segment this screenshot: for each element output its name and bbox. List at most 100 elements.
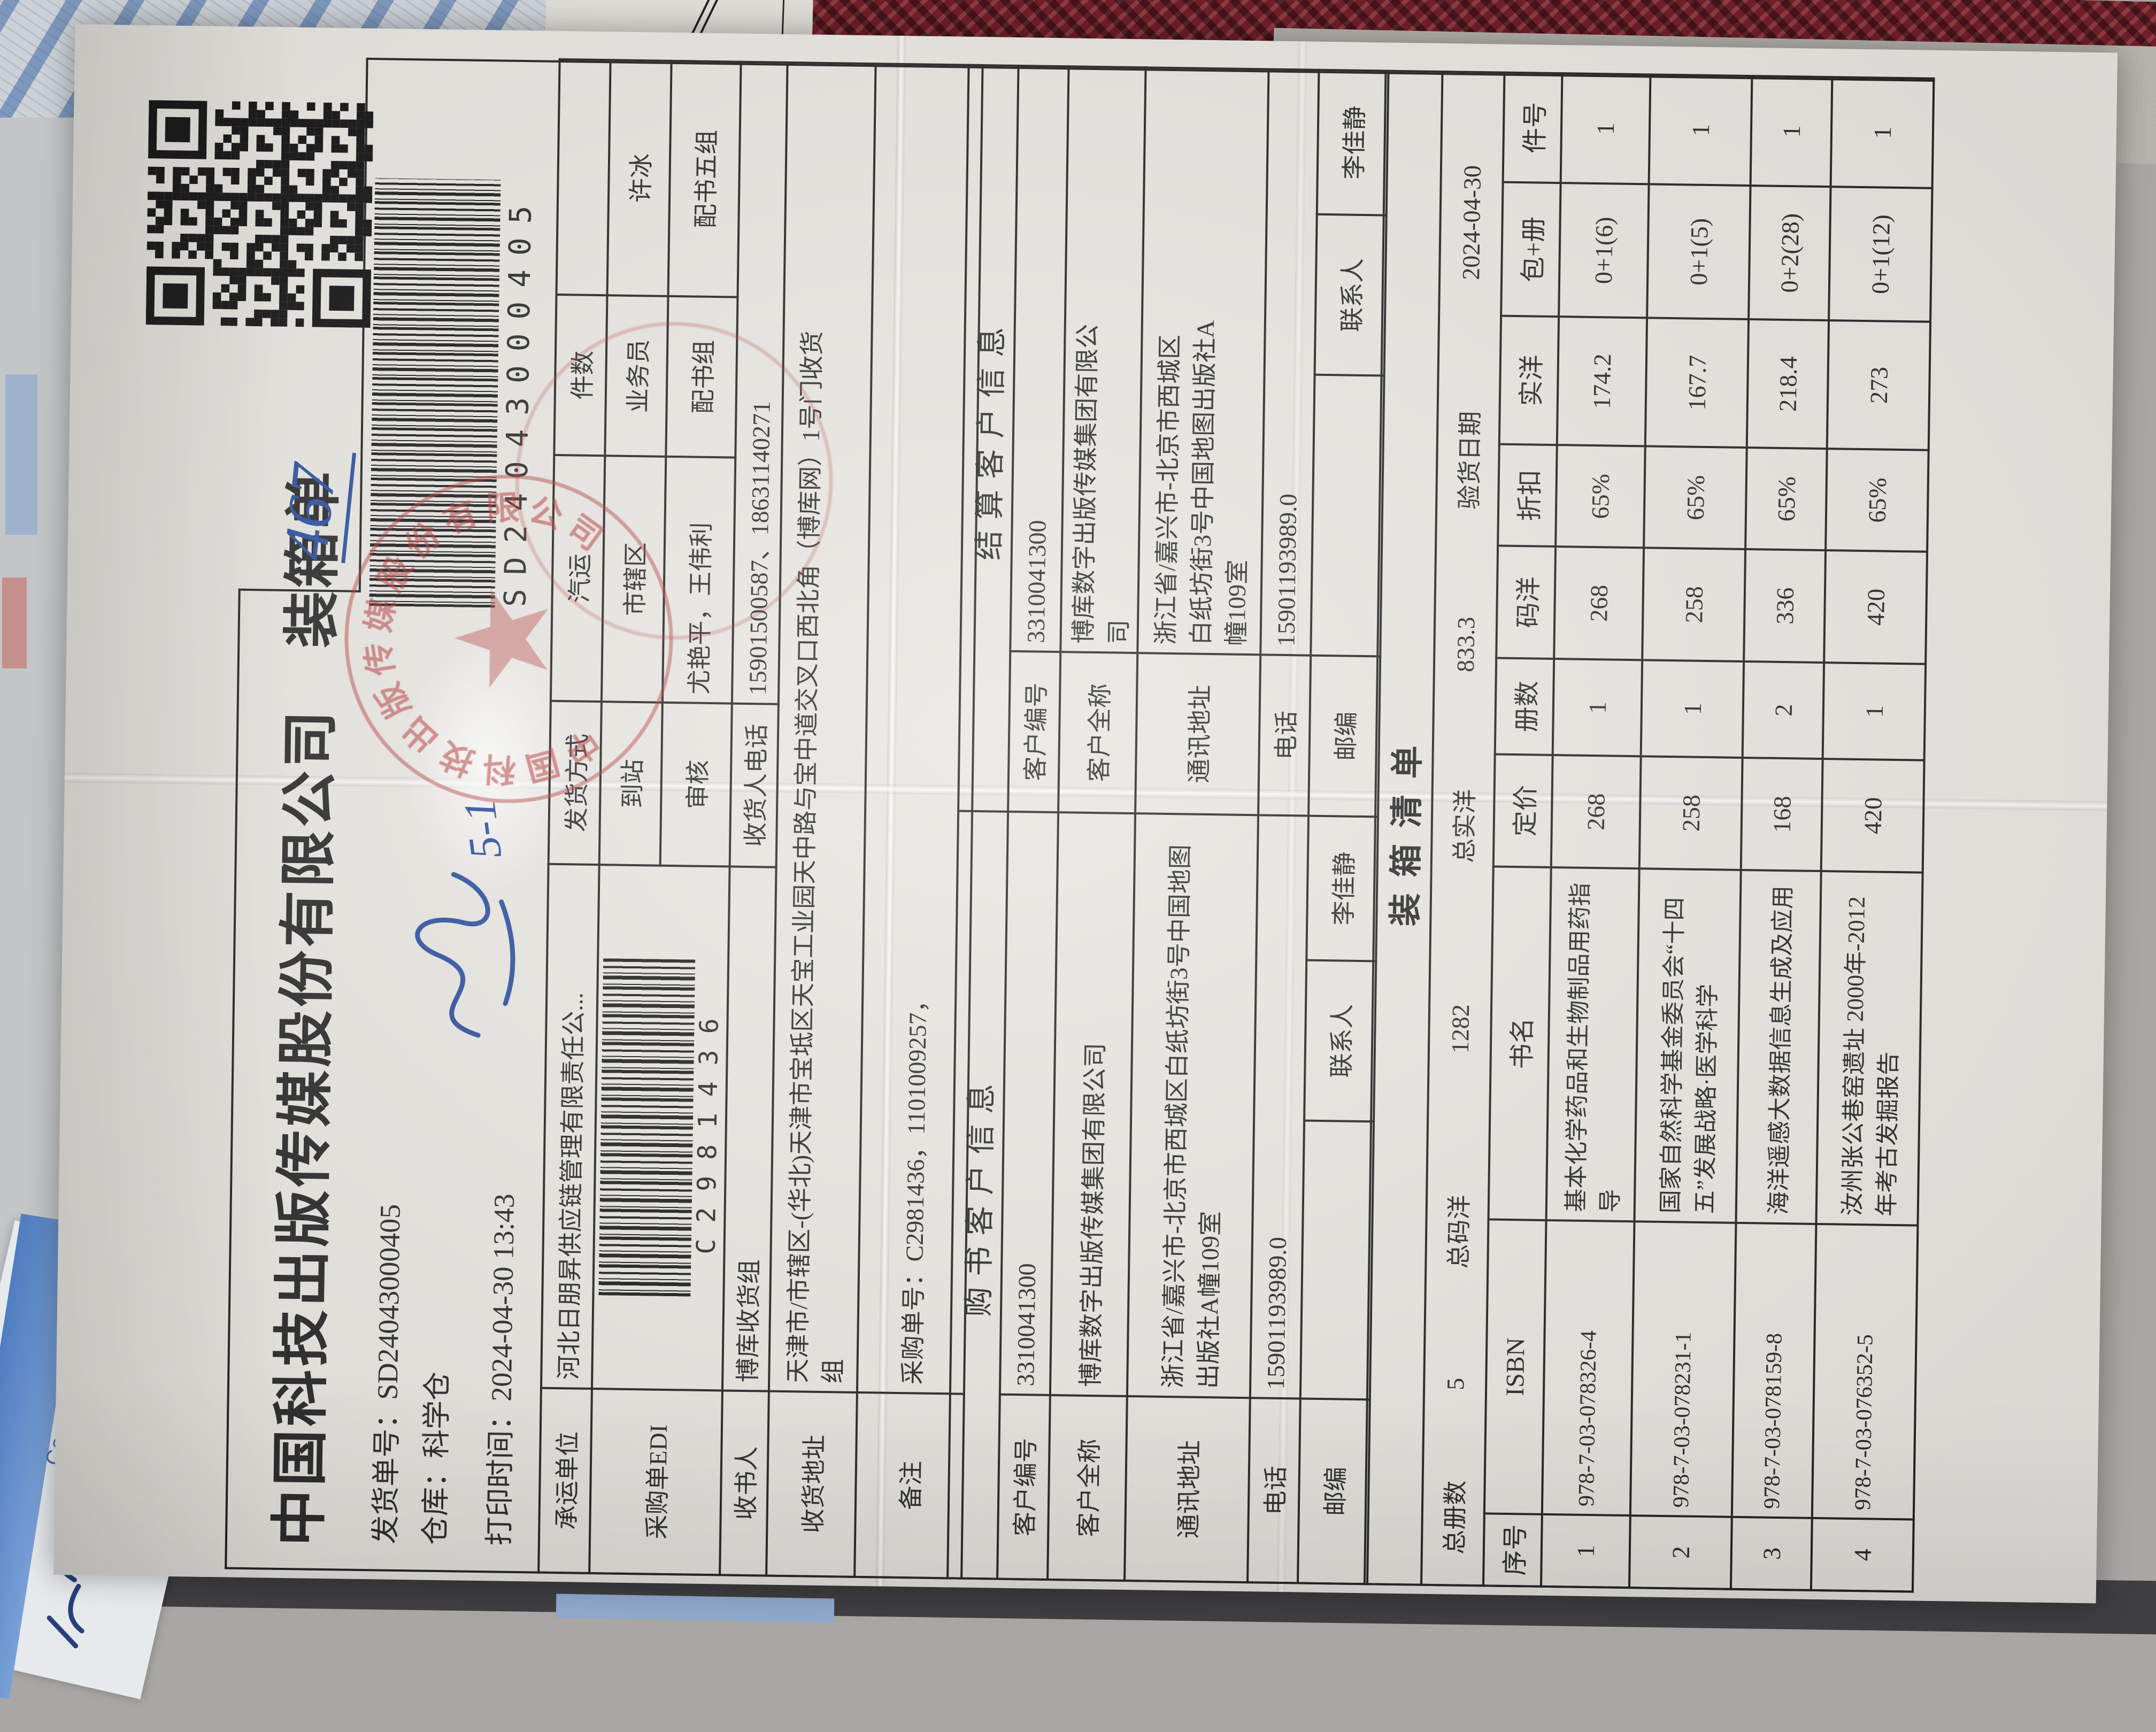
- settle-name-value: 博库数字出版传媒集团有限公司: [1060, 66, 1146, 653]
- settle-contact-value: 李佳静: [1316, 70, 1389, 215]
- buyer-contact-value: 李佳静: [1306, 815, 1379, 961]
- row1-net: 174.2: [1557, 317, 1647, 447]
- print-time-line: 打印时间：2024-04-30 13:43: [483, 1193, 521, 1546]
- col-serial: 序号: [1483, 1513, 1542, 1587]
- warehouse-line: 仓库：科学仓: [419, 1371, 454, 1545]
- row1-pack: 0+1(6): [1559, 183, 1649, 318]
- row3-gross: 336: [1744, 549, 1826, 663]
- dest-label: 到站: [599, 702, 663, 866]
- row1-qty: 1: [1552, 659, 1643, 757]
- row2-no: 2: [1629, 1515, 1732, 1589]
- total-gross-value: 1282: [1446, 1004, 1474, 1054]
- settle-phone-label: 电话: [1258, 655, 1311, 816]
- total-copies-label: 总册数: [1441, 1480, 1469, 1555]
- pieces-label: 件数: [554, 294, 607, 456]
- row3-net: 218.4: [1746, 319, 1829, 449]
- receiver-label: 收书人: [720, 1390, 769, 1576]
- total-gross-label: 总码洋: [1445, 1195, 1474, 1269]
- qr-code: [145, 100, 374, 328]
- buyer-name-value: 博库数字出版传媒集团有限公司: [1050, 812, 1136, 1397]
- row4-discount: 65%: [1826, 449, 1929, 552]
- carrier-value: 河北日朋昇供应链管理有限责任公...: [541, 864, 599, 1389]
- row1-name: 基本化学药品和生物制品用药指导: [1546, 867, 1639, 1222]
- settle-zip-label: 邮编: [1308, 655, 1381, 817]
- row1-box: 1: [1560, 73, 1651, 184]
- carrier-label: 承运单位: [538, 1388, 592, 1573]
- settle-custno-label: 客户编号: [1008, 651, 1061, 813]
- col-pack: 包+册: [1501, 182, 1561, 317]
- row4-name: 汝州张公巷窑遗址 2000年-2012年考古发掘报告: [1816, 871, 1923, 1226]
- row4-qty: 1: [1822, 663, 1926, 760]
- po-edi-barcode-cell: C2981436: [591, 865, 730, 1391]
- col-name: 书名: [1488, 866, 1551, 1220]
- row3-discount: 65%: [1745, 448, 1827, 551]
- row4-box: 1: [1830, 77, 1934, 188]
- shipment-barcode-number: SD24043000405: [498, 191, 539, 607]
- col-box: 件号: [1503, 72, 1562, 183]
- buyer-name-label: 客户全称: [1048, 1395, 1127, 1581]
- buyer-addr-label: 通讯地址: [1125, 1396, 1250, 1583]
- row3-no: 3: [1730, 1517, 1812, 1590]
- handwritten-signature-icon: [415, 872, 515, 1038]
- document-title: 中国科技出版传媒股份有限公司 装箱单: [268, 467, 346, 1547]
- row4-net: 273: [1827, 320, 1931, 450]
- col-qty: 册数: [1495, 658, 1554, 755]
- row4-isbn: 978-7-03-076352-5: [1812, 1223, 1918, 1520]
- shipping-form-table: 承运单位 河北日朋昇供应链管理有限责任公... 发货方式 汽运 件数 采购单ED…: [537, 58, 983, 1580]
- buyer-phone-label: 电话: [1248, 1398, 1300, 1583]
- packing-list-document: 中国科技出版传媒股份有限公司 装箱单 发货单号：SD24043000405 仓库…: [53, 24, 2118, 1604]
- buyer-contact-label: 联系人: [1304, 960, 1376, 1122]
- row2-pack: 0+1(5): [1647, 184, 1751, 320]
- row2-isbn: 978-7-03-078231-1: [1630, 1221, 1736, 1517]
- pieces-value: [556, 59, 611, 296]
- settle-zip-value: [1311, 374, 1384, 657]
- row4-pack: 0+1(12): [1829, 187, 1932, 322]
- row2-net: 167.7: [1645, 318, 1749, 448]
- ship-no-line: 发货单号：SD24043000405: [369, 1204, 406, 1545]
- row4-no: 4: [1811, 1518, 1914, 1592]
- total-net-label: 总实洋: [1450, 789, 1479, 864]
- po-edi-barcode: [598, 958, 696, 1297]
- row1-discount: 65%: [1556, 445, 1645, 548]
- dest-value: 市辖区: [601, 456, 666, 703]
- total-net-value: 833.3: [1451, 617, 1480, 673]
- ship-method-value: 汽运: [550, 455, 605, 702]
- audit-value: 尤艳平，王伟利: [663, 456, 736, 704]
- total-copies-value: 5: [1441, 1377, 1469, 1390]
- background-paper-scrap: [556, 1594, 835, 1623]
- col-price: 定价: [1493, 754, 1553, 867]
- row3-name: 海洋遥感大数据信息生成及应用: [1736, 869, 1821, 1224]
- po-edi-label: 采购单EDI: [589, 1389, 722, 1575]
- buyer-zip-value: [1300, 1120, 1374, 1400]
- ship-method-label: 发货方式: [548, 701, 602, 865]
- group-label: 配书组: [666, 296, 738, 458]
- row1-price: 268: [1551, 755, 1641, 869]
- settle-addr-label: 通讯地址: [1135, 653, 1261, 815]
- buyer-phone-value: 15901193989.0: [1250, 815, 1309, 1399]
- row3-pack: 0+2(28): [1749, 186, 1831, 321]
- row3-qty: 2: [1742, 661, 1824, 759]
- buyer-custno-value: 3310041300: [999, 811, 1059, 1395]
- form-border-top-left: [225, 588, 241, 1569]
- buyer-custno-label: 客户编号: [997, 1394, 1050, 1580]
- handwritten-note: 5-1: [454, 796, 512, 862]
- check-date-label: 验货日期: [1456, 411, 1484, 510]
- buyer-zip-label: 邮编: [1298, 1398, 1370, 1584]
- background-paper-blue-bit: [5, 374, 37, 535]
- salesman-label: 业务员: [605, 295, 668, 457]
- po-edi-barcode-number: C2981436: [691, 1002, 725, 1254]
- row2-box: 1: [1649, 74, 1752, 186]
- row3-price: 168: [1741, 757, 1823, 872]
- settle-custno-value: 3310041300: [1010, 65, 1069, 652]
- row1-no: 1: [1541, 1514, 1630, 1588]
- packing-list-table: 装箱清单 总册数 5 总码洋 1282 总实洋 833.3 验货日期 2024-…: [1364, 70, 1935, 1592]
- background-diagonal-lines: [690, 0, 726, 36]
- settle-contact-label: 联系人: [1314, 214, 1387, 376]
- row4-price: 420: [1821, 759, 1924, 873]
- audit-label: 审核: [660, 702, 732, 867]
- receiver-phone-label: 收货人电话: [729, 703, 779, 867]
- receiver-value: 博库收货组: [722, 866, 776, 1391]
- col-net: 实洋: [1499, 315, 1559, 445]
- group-value: 配书五组: [668, 60, 741, 297]
- settle-addr-value: 浙江省/嘉兴市-北京市西城区白纸坊街3号中国地图出版社A幢109室: [1137, 67, 1269, 655]
